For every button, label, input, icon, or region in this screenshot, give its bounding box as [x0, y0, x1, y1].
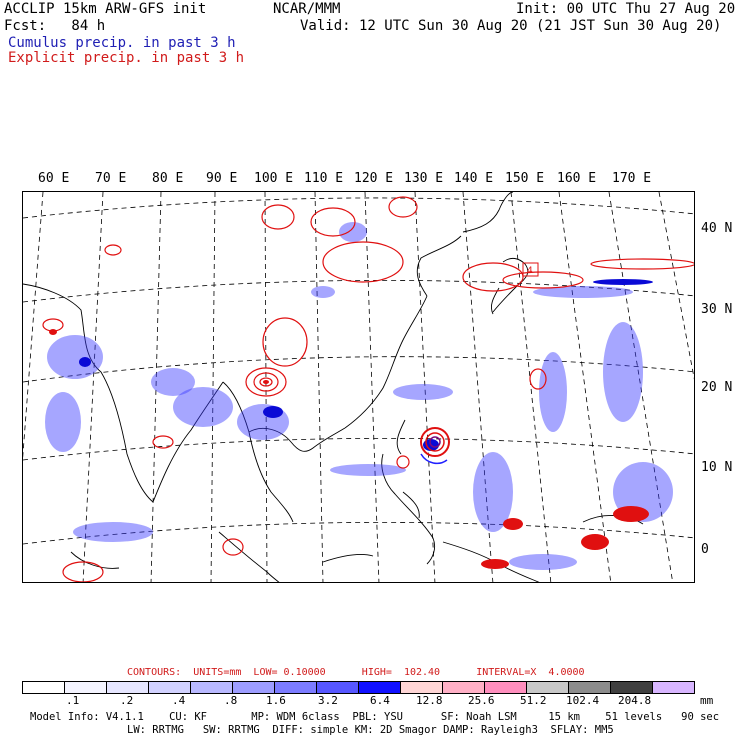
- model-info-line1: Model Info: V4.1.1 CU: KF MP: WDM 6class…: [30, 711, 720, 723]
- colorbar-swatch: [317, 682, 359, 693]
- colorbar-tick-label: 12.8: [416, 694, 443, 707]
- cumulus-legend: Cumulus precip. in past 3 h: [8, 35, 236, 51]
- lon-label: 80 E: [152, 171, 184, 186]
- contour-info: CONTOURS: UNITS=mm LOW= 0.10000 HIGH= 10…: [127, 667, 585, 678]
- precip-map: 4: [22, 191, 695, 583]
- colorbar-swatch: [401, 682, 443, 693]
- forecast-hour: Fcst: 84 h: [4, 18, 106, 34]
- colorbar-swatch: [359, 682, 401, 693]
- lon-label: 60 E: [38, 171, 70, 186]
- colorbar-swatch: [233, 682, 275, 693]
- colorbar-tick-label: .2: [120, 694, 134, 707]
- colorbar-tick-label: .8: [224, 694, 238, 707]
- colorbar-tick-label: 1.6: [266, 694, 286, 707]
- colorbar-swatch: [611, 682, 653, 693]
- colorbar-tick-label: 102.4: [566, 694, 600, 707]
- colorbar-tick-label: .1: [66, 694, 80, 707]
- lat-label: 0: [701, 542, 709, 557]
- typhoon-circulation: [420, 427, 450, 465]
- storm-marker-box: [522, 262, 539, 277]
- colorbar-swatch: [275, 682, 317, 693]
- init-time: Init: 00 UTC Thu 27 Aug 20: [516, 1, 736, 17]
- colorbar-swatch: [107, 682, 149, 693]
- plot-title: ACCLIP 15km ARW-GFS init: [4, 1, 207, 17]
- colorbar-tick-label: .4: [172, 694, 186, 707]
- colorbar-swatch: [65, 682, 107, 693]
- cumulus-precip-heavy: [79, 279, 653, 451]
- explicit-legend: Explicit precip. in past 3 h: [8, 50, 245, 66]
- lat-label: 10 N: [701, 460, 733, 475]
- colorbar-unit: mm: [700, 694, 714, 707]
- colorbar-swatch: [653, 682, 694, 693]
- lat-label: 40 N: [701, 221, 733, 236]
- coastlines: [23, 192, 644, 582]
- colorbar: [22, 681, 695, 694]
- colorbar-swatch: [569, 682, 611, 693]
- valid-time: Valid: 12 UTC Sun 30 Aug 20 (21 JST Sun …: [300, 18, 722, 34]
- colorbar-tick-label: 51.2: [520, 694, 547, 707]
- lon-label: 160 E: [557, 171, 597, 186]
- cumulus-precip: [45, 222, 673, 570]
- explicit-precip: [42, 196, 694, 582]
- model-info-line2: LW: RRTMG SW: RRTMG DIFF: simple KM: 2D …: [127, 724, 614, 736]
- lat-label: 20 N: [701, 380, 733, 395]
- lon-label: 170 E: [612, 171, 652, 186]
- lat-label: 30 N: [701, 302, 733, 317]
- colorbar-swatch: [23, 682, 65, 693]
- lon-label: 140 E: [454, 171, 494, 186]
- lon-label: 120 E: [354, 171, 394, 186]
- colorbar-tick-label: 6.4: [370, 694, 390, 707]
- colorbar-swatch: [191, 682, 233, 693]
- lon-label: 100 E: [254, 171, 294, 186]
- explicit-precip-filled: [49, 329, 649, 569]
- colorbar-tick-label: 25.6: [468, 694, 495, 707]
- lon-label: 150 E: [505, 171, 545, 186]
- source-label: NCAR/MMM: [273, 1, 341, 17]
- colorbar-tick-label: 3.2: [318, 694, 338, 707]
- colorbar-swatch: [443, 682, 485, 693]
- lon-label: 70 E: [95, 171, 127, 186]
- storm-marker-label: 4: [527, 266, 533, 276]
- colorbar-swatch: [527, 682, 569, 693]
- lon-label: 110 E: [304, 171, 344, 186]
- graticule: [23, 192, 694, 582]
- lon-label: 130 E: [404, 171, 444, 186]
- colorbar-swatch: [149, 682, 191, 693]
- colorbar-swatch: [485, 682, 527, 693]
- colorbar-tick-label: 204.8: [618, 694, 652, 707]
- lon-label: 90 E: [206, 171, 238, 186]
